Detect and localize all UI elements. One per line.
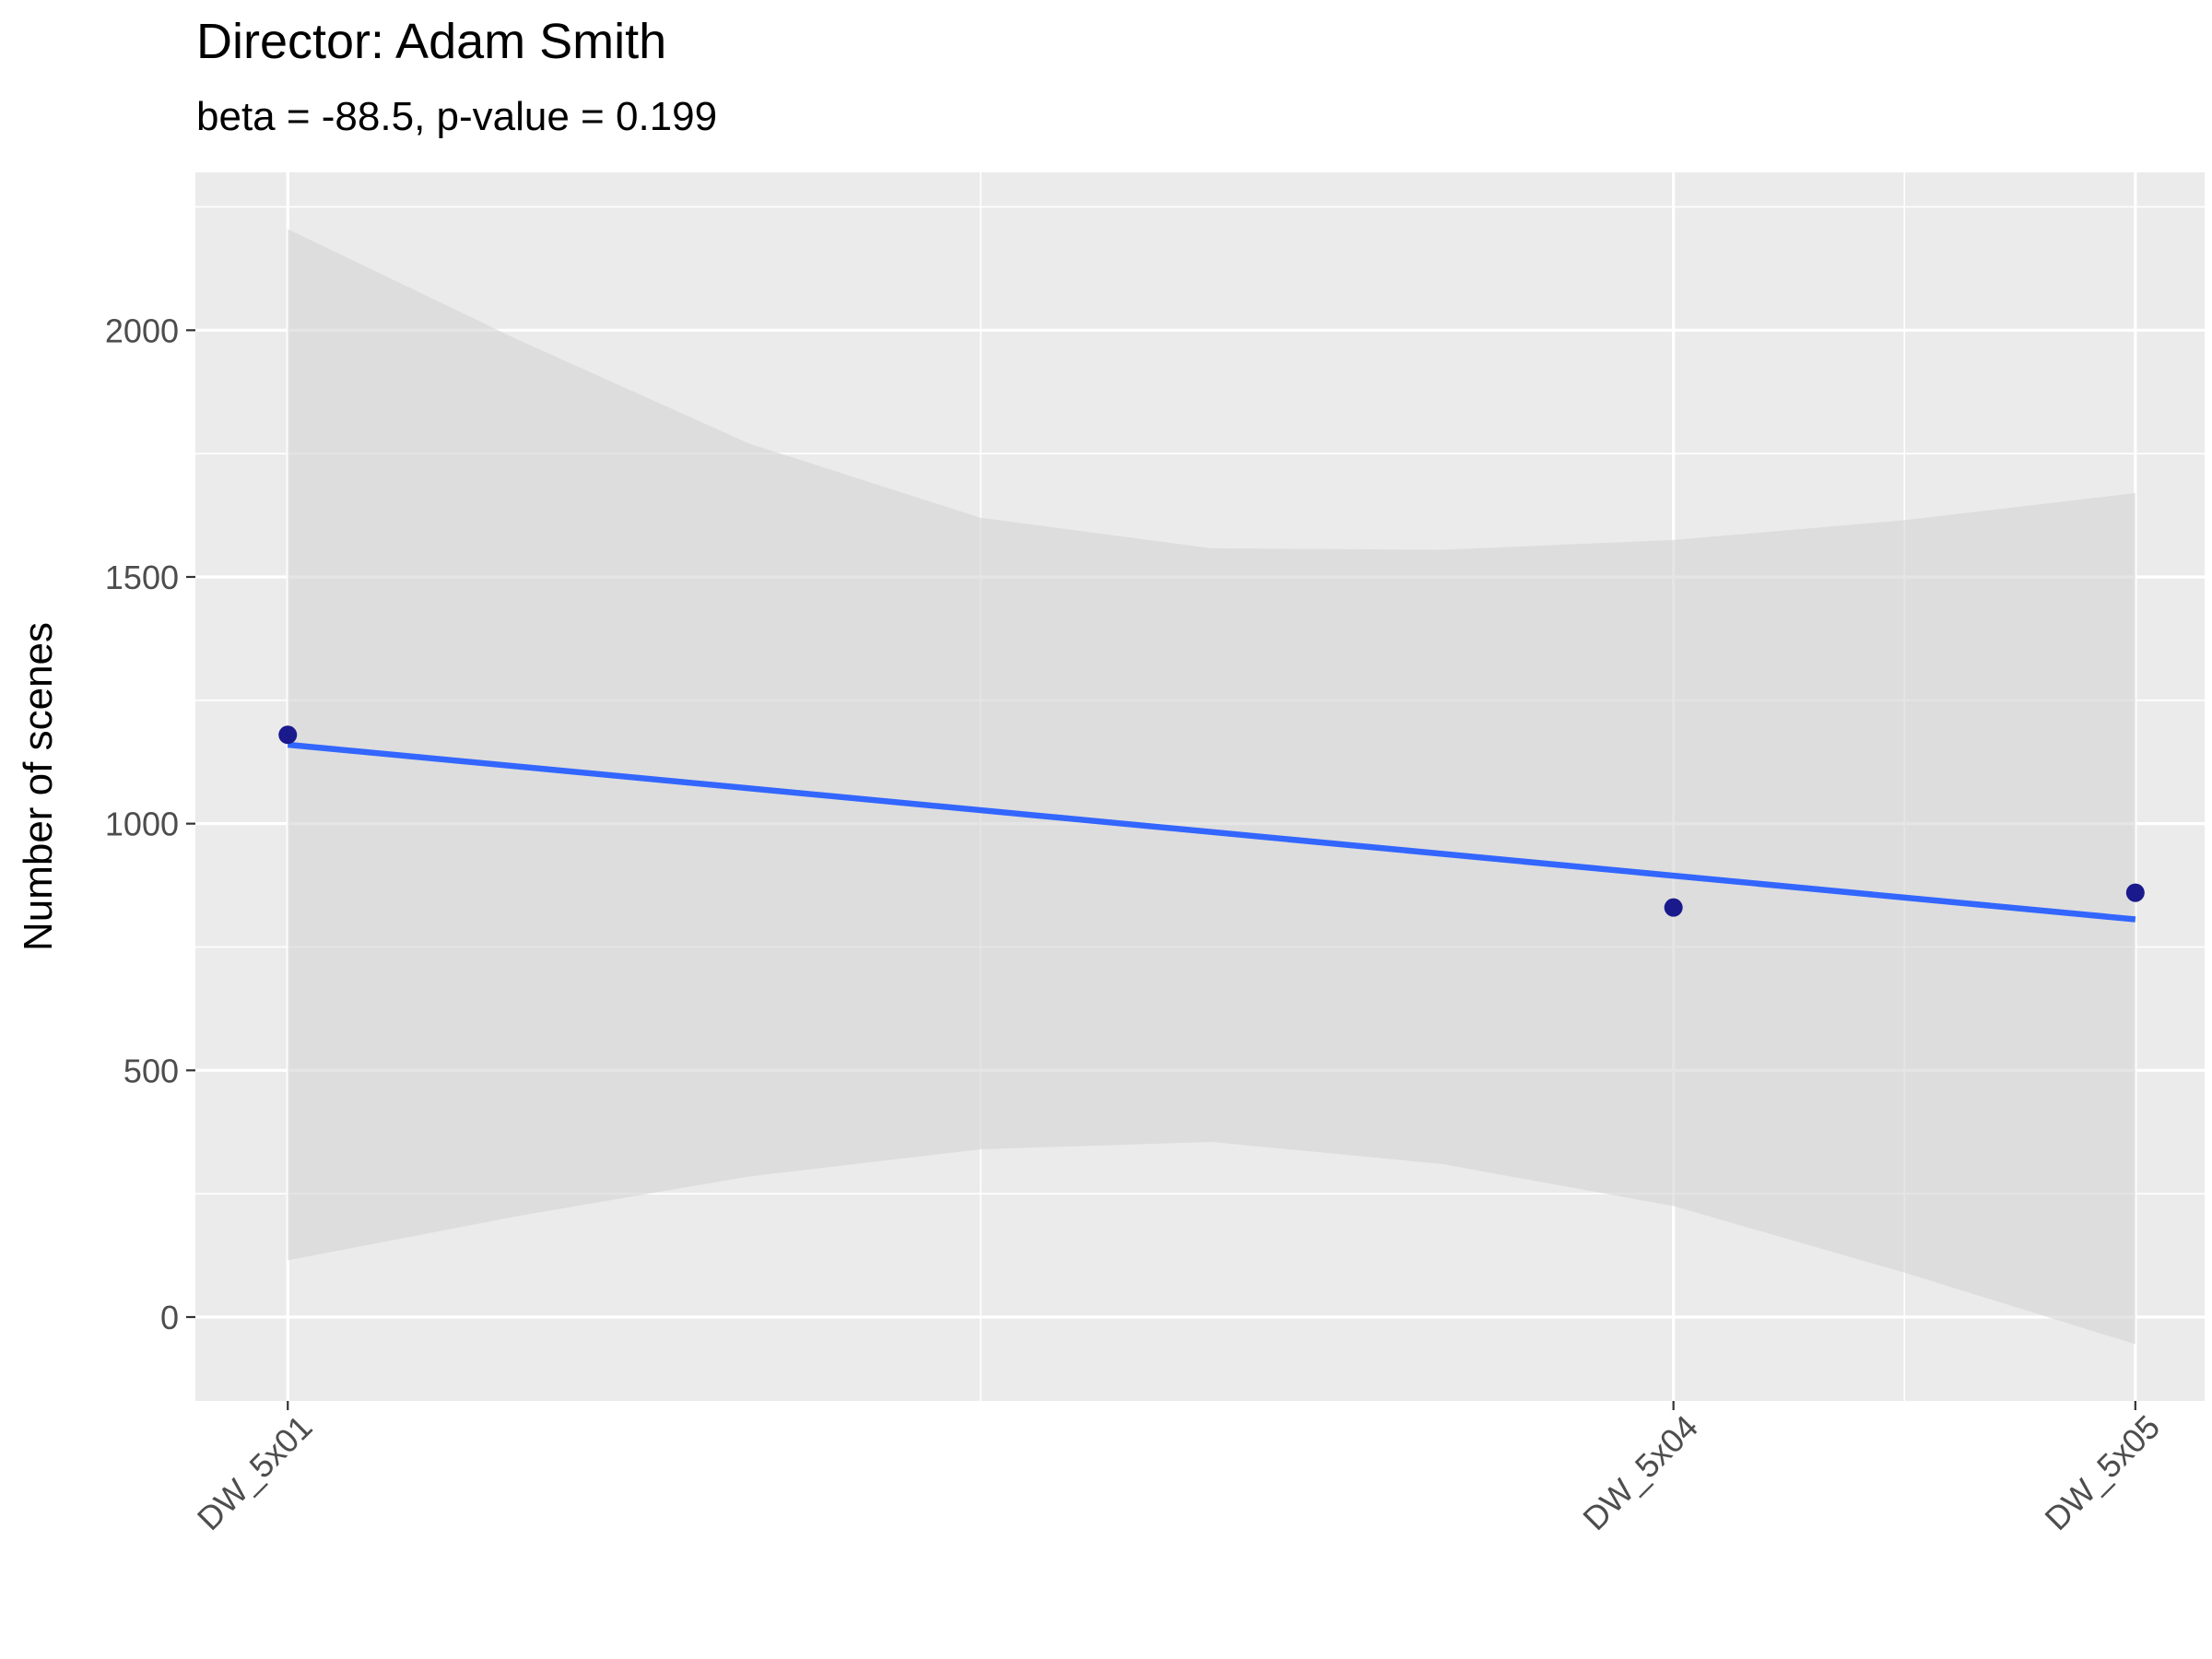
data-point <box>278 725 298 745</box>
y-axis: 0 500 1000 1500 2000 <box>105 312 195 1336</box>
y-tick-label: 2000 <box>105 312 179 349</box>
chart-title: Director: Adam Smith <box>196 14 667 69</box>
y-tick-label: 1500 <box>105 559 179 596</box>
y-tick-label: 0 <box>160 1299 179 1336</box>
data-point <box>1664 898 1683 917</box>
y-axis-label: Number of scenes <box>16 622 61 951</box>
chart-subtitle: beta = -88.5, p-value = 0.199 <box>196 94 718 139</box>
data-point <box>2125 883 2145 902</box>
x-tick-label: DW_5x04 <box>1575 1407 1705 1537</box>
x-tick-label: DW_5x05 <box>2037 1407 2167 1537</box>
x-axis: DW_5x01 DW_5x04 DW_5x05 <box>190 1401 2167 1537</box>
y-tick-label: 500 <box>124 1052 179 1089</box>
y-tick-label: 1000 <box>105 806 179 843</box>
data-points <box>278 725 2145 917</box>
x-tick-label: DW_5x01 <box>190 1407 320 1537</box>
trend-line <box>287 741 2136 923</box>
confidence-band <box>288 229 2136 1345</box>
